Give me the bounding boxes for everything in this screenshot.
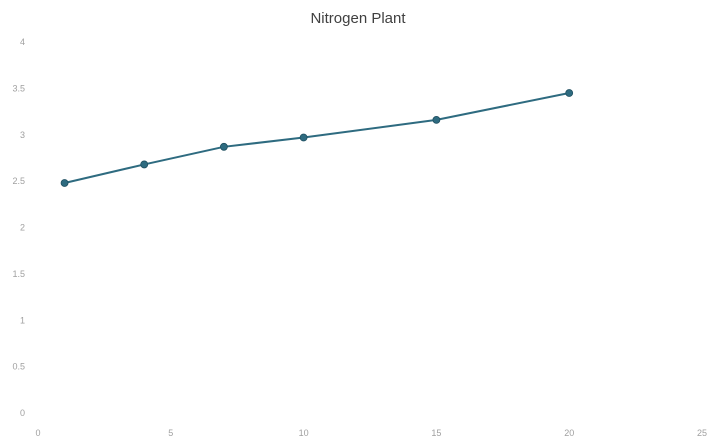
data-point bbox=[220, 142, 228, 151]
y-tick-label: 2.5 bbox=[12, 176, 25, 186]
chart-title: Nitrogen Plant bbox=[310, 10, 406, 27]
data-point bbox=[140, 160, 149, 169]
y-axis-ticks: 0 0.5 1 1.5 2 2.5 3 3.5 4 bbox=[12, 37, 25, 418]
y-tick-label: 0.5 bbox=[12, 362, 25, 372]
series-line bbox=[64, 92, 570, 184]
x-tick-label: 0 bbox=[35, 428, 40, 438]
y-tick-label: 1 bbox=[20, 315, 25, 325]
y-tick-label: 0 bbox=[20, 408, 25, 418]
data-point bbox=[299, 133, 308, 142]
y-tick-label: 2 bbox=[20, 223, 25, 233]
y-tick-label: 4 bbox=[20, 37, 25, 47]
x-tick-label: 20 bbox=[564, 428, 574, 438]
data-point bbox=[565, 89, 574, 97]
x-tick-label: 10 bbox=[299, 428, 309, 438]
series-layer bbox=[60, 89, 574, 187]
x-tick-label: 25 bbox=[697, 428, 707, 438]
x-axis-ticks: 0 5 10 15 20 25 bbox=[35, 428, 707, 438]
y-tick-label: 3 bbox=[20, 130, 25, 140]
y-tick-label: 1.5 bbox=[12, 269, 25, 279]
data-point bbox=[432, 116, 441, 124]
x-tick-label: 15 bbox=[431, 428, 441, 438]
y-tick-label: 3.5 bbox=[12, 83, 25, 93]
data-point bbox=[60, 179, 69, 187]
x-tick-label: 5 bbox=[168, 428, 173, 438]
